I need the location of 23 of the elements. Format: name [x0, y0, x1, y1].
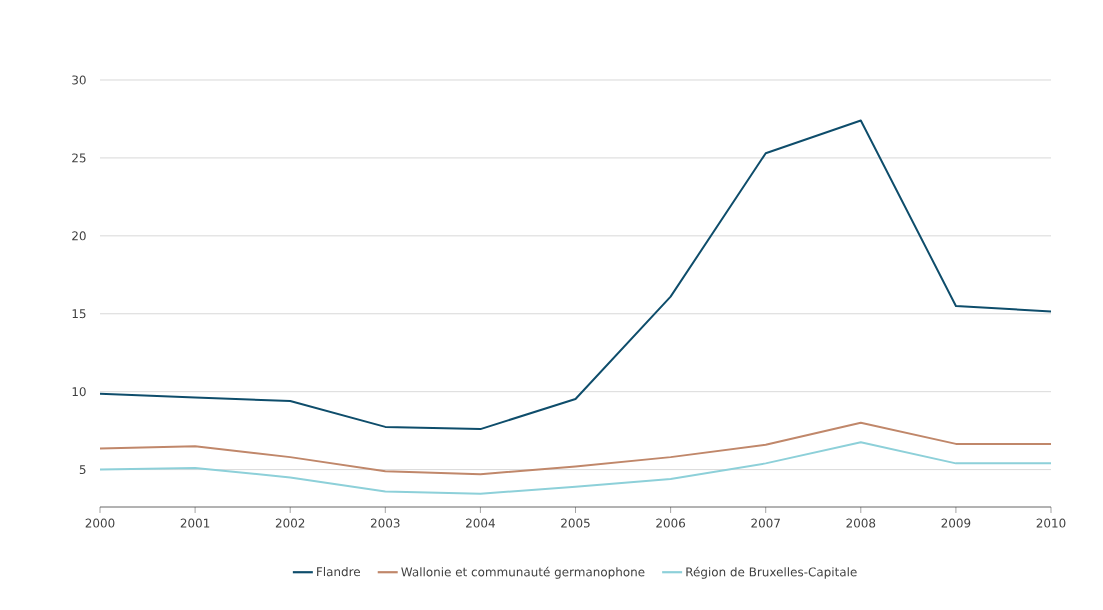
x-tick-label: 2006	[656, 518, 686, 528]
legend-label: Région de Bruxelles-Capitale	[686, 566, 857, 579]
x-tick-label: 2005	[561, 518, 590, 528]
y-tick-label: 20	[72, 231, 86, 241]
x-tick-label: 2008	[846, 518, 876, 528]
line-series	[99, 441, 1053, 495]
line-series	[99, 421, 1053, 476]
y-tick-label: 10	[72, 387, 86, 397]
x-tick-label: 2000	[85, 518, 115, 528]
y-tick-label: 5	[79, 465, 86, 475]
y-tick-label: 25	[72, 153, 86, 163]
x-tick-label: 2001	[180, 518, 210, 528]
x-tick-label: 2010	[1036, 518, 1066, 528]
legend-label: Wallonie et communauté germanophone	[401, 566, 645, 579]
y-tick-label: 30	[72, 75, 86, 85]
x-tick-label: 2002	[275, 518, 305, 528]
legend-label: Flandre	[317, 566, 361, 577]
x-tick-label: 2004	[466, 518, 495, 528]
y-tick-label: 15	[72, 309, 86, 319]
line-series	[99, 119, 1053, 431]
x-tick-label: 2007	[751, 518, 780, 528]
x-tick-label: 2009	[941, 518, 971, 528]
x-tick-label: 2003	[370, 518, 400, 528]
